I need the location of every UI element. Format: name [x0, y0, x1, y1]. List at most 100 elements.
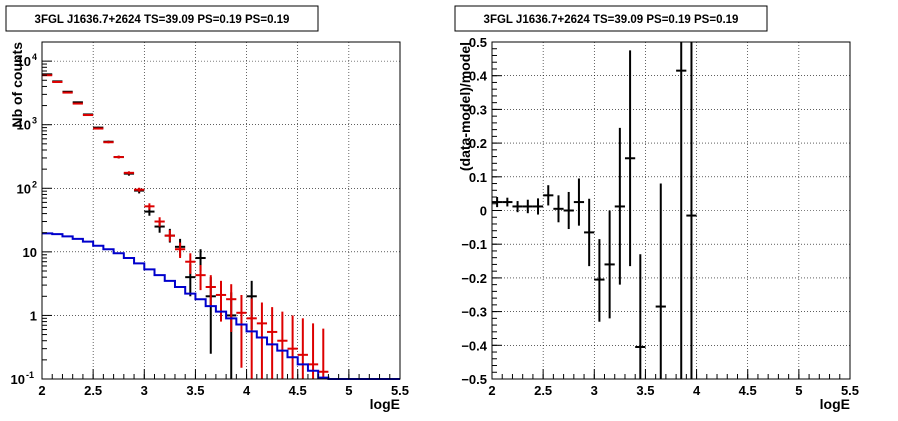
counts-x-tick-label: 5: [345, 383, 352, 398]
residuals-series0-point: [686, 42, 697, 379]
counts-series1-point: [277, 311, 288, 379]
residuals-series0-point: [655, 183, 666, 379]
counts-x-tick-label: 4.5: [289, 383, 307, 398]
counts-series1-point: [93, 127, 104, 130]
counts-series1-point: [134, 187, 145, 192]
residuals-series0-point: [584, 198, 595, 267]
counts-x-axis-title: logE: [370, 396, 400, 412]
counts-x-tick-label: 3: [141, 383, 148, 398]
counts-series1-point: [185, 253, 196, 274]
counts-series1-point: [205, 275, 216, 307]
counts-series1-point: [52, 80, 63, 83]
residuals-y-tick-label: −0.3: [461, 305, 487, 320]
counts-series1-point: [123, 171, 135, 175]
residuals-y-tick-label: −0.4: [461, 338, 487, 353]
counts-y-tick-exponent: -1: [26, 370, 34, 380]
residuals-panel: 3FGL J1636.7+2624 TS=39.09 PS=0.19 PS=0.…: [454, 5, 859, 412]
residuals-series: [492, 42, 697, 379]
residuals-x-tick-label: 5.5: [841, 383, 859, 398]
residuals-series0-point: [563, 191, 574, 230]
residuals-gridlines: [492, 42, 850, 379]
counts-model-step-line: [42, 232, 400, 380]
counts-title-box: [5, 5, 319, 32]
counts-series: [42, 73, 400, 380]
counts-series1-point: [267, 307, 278, 379]
counts-series1-point: [256, 302, 268, 379]
counts-series1-point: [297, 318, 308, 379]
counts-y-tick-exponent: 2: [32, 179, 37, 189]
residuals-x-tick-label: 5: [795, 383, 802, 398]
counts-y-tick-exponent: 4: [32, 52, 37, 62]
counts-y-tick-label: 10: [23, 245, 37, 260]
residuals-series0-point: [512, 201, 523, 213]
residuals-x-tick-label: 2: [488, 383, 495, 398]
counts-x-tick-label: 3.5: [186, 383, 204, 398]
residuals-axes: 2 2.5 3 3.5 4 4.5 5 5.5 −0.5 −0.4 −0.3 −0.2 −0.1 0 0.1…: [461, 35, 859, 398]
counts-y-tick-label: 10: [17, 181, 31, 196]
residuals-title: 3FGL J1636.7+2624 TS=39.09 PS=0.19 PS=0.…: [484, 14, 739, 26]
residuals-series0-point: [614, 127, 625, 285]
residuals-series0-point: [604, 210, 615, 319]
residuals-y-tick-label: 0.3: [469, 102, 487, 117]
counts-title: 3FGL J1636.7+2624 TS=39.09 PS=0.19 PS=0.…: [35, 14, 290, 26]
counts-series1-point: [154, 217, 165, 227]
counts-series1-point: [215, 280, 227, 322]
counts-series1-point: [318, 328, 329, 379]
counts-y-tick-label: 10: [17, 118, 31, 133]
counts-series1-point: [226, 284, 237, 332]
residuals-series0-point: [635, 254, 646, 379]
counts-series1-point: [164, 230, 175, 242]
counts-x-tick-label: 2: [38, 383, 45, 398]
residuals-series0-point: [553, 195, 564, 223]
counts-series1-point: [195, 265, 206, 291]
counts-series1-point: [236, 294, 247, 368]
counts-series1-point: [144, 203, 155, 210]
residuals-y-tick-label: −0.1: [461, 237, 487, 252]
residuals-y-tick-label: 0.5: [469, 35, 487, 50]
residuals-title-box: [454, 5, 768, 32]
residuals-series0-point: [502, 197, 513, 207]
counts-y-axis-title: Nb of counts: [9, 42, 25, 128]
counts-series1-point: [113, 155, 124, 159]
residuals-x-tick-label: 4: [693, 383, 701, 398]
residuals-x-tick-label: 3: [591, 383, 598, 398]
residuals-series0-point: [594, 239, 605, 322]
counts-series1-point: [72, 102, 83, 105]
counts-y-tick-label: 1: [30, 308, 37, 323]
residuals-series0-point: [532, 198, 544, 215]
residuals-plot-frame: [491, 41, 851, 380]
residuals-series0-point: [624, 50, 636, 267]
counts-plot-frame: [41, 41, 401, 380]
residuals-y-tick-label: 0.4: [469, 69, 488, 84]
residuals-x-tick-label: 4.5: [739, 383, 757, 398]
counts-y-tick-label: 10: [11, 372, 25, 387]
counts-series1-point: [62, 91, 73, 94]
counts-y-tick-label: 10: [17, 54, 31, 69]
counts-series1-point: [103, 141, 114, 144]
residuals-x-tick-label: 2.5: [534, 383, 552, 398]
residuals-series0-point: [492, 197, 503, 208]
counts-x-tick-label: 4: [243, 383, 251, 398]
counts-series1-point: [246, 298, 257, 379]
residuals-y-axis-title: (data-model)/model: [457, 42, 473, 171]
residuals-x-tick-label: 3.5: [636, 383, 654, 398]
residuals-y-tick-label: 0: [480, 204, 487, 219]
counts-series1-point: [287, 315, 298, 379]
residuals-series0-point: [522, 199, 533, 214]
residuals-y-tick-label: −0.2: [461, 271, 487, 286]
counts-gridlines: [42, 42, 400, 379]
residuals-y-tick-label: 0.1: [469, 170, 487, 185]
counts-y-tick-exponent: 3: [32, 116, 37, 126]
residuals-x-axis-title: logE: [820, 396, 850, 412]
residuals-y-tick-label: 0.2: [469, 136, 487, 151]
counts-series1-point: [174, 242, 186, 259]
counts-x-tick-label: 5.5: [391, 383, 409, 398]
residuals-series0-point: [676, 42, 687, 379]
residuals-series0-point: [543, 185, 554, 206]
counts-panel: 3FGL J1636.7+2624 TS=39.09 PS=0.19 PS=0.…: [5, 5, 410, 412]
residuals-series0-point: [573, 178, 585, 226]
counts-series1-point: [82, 114, 94, 117]
residuals-y-tick-label: −0.5: [461, 372, 487, 387]
